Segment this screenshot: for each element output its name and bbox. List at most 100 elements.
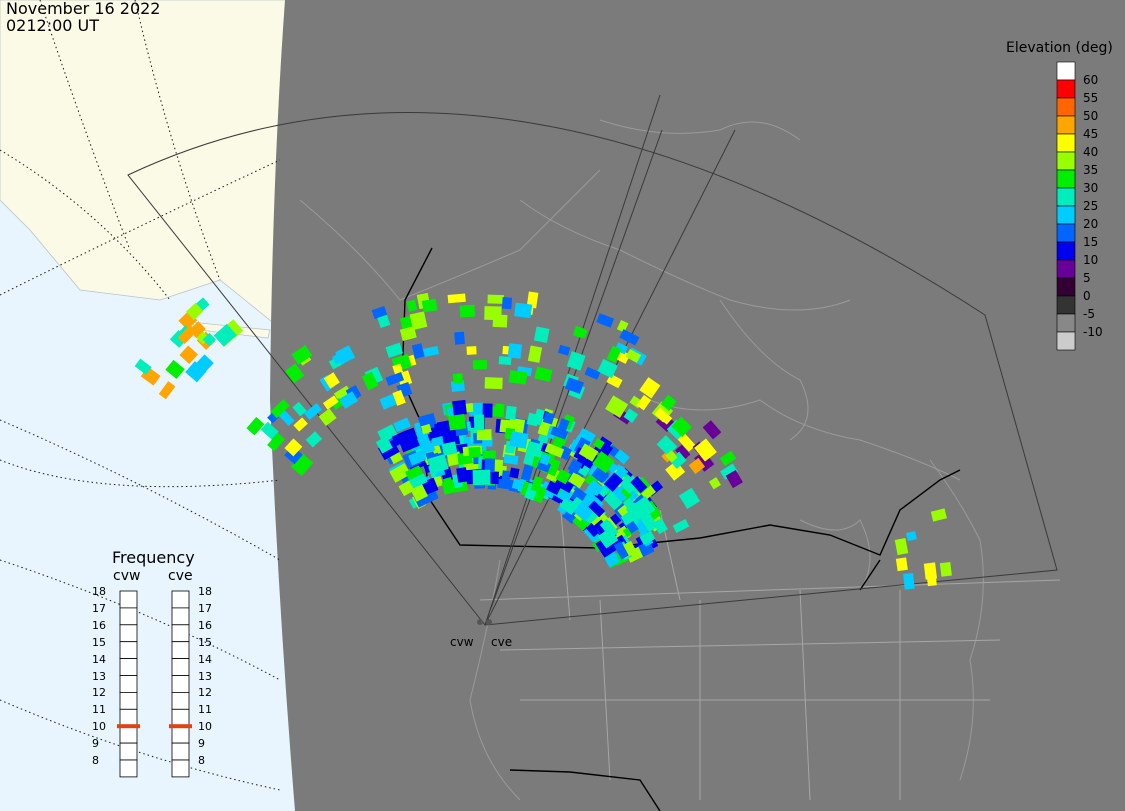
- backscatter-cell: [593, 436, 613, 456]
- backscatter-cell: [484, 458, 495, 473]
- backscatter-cell: [484, 377, 503, 390]
- backscatter-cell: [530, 475, 544, 493]
- backscatter-cell: [371, 306, 388, 320]
- backscatter-cell: [441, 428, 461, 447]
- backscatter-cell: [459, 304, 476, 318]
- colorbar-tick-label: 45: [1083, 127, 1099, 141]
- backscatter-cell: [725, 469, 743, 489]
- frequency-gauge-cell: [119, 708, 138, 727]
- colorbar-tick-label: -10: [1083, 325, 1103, 339]
- cve-gauge-label: cve: [168, 568, 193, 584]
- backscatter-cell: [557, 344, 571, 356]
- frequency-tick-label: 12: [92, 686, 106, 700]
- backscatter-cell: [339, 391, 359, 409]
- frequency-tick-label: 18: [92, 585, 106, 598]
- backscatter-cell: [619, 329, 640, 346]
- backscatter-cell: [550, 426, 569, 440]
- frequency-tick-label: 11: [92, 703, 106, 717]
- backscatter-cell: [508, 370, 528, 385]
- backscatter-cell: [482, 403, 493, 418]
- frequency-gauge-cell: [171, 708, 190, 727]
- backscatter-cell: [411, 343, 425, 359]
- backscatter-cell: [564, 377, 584, 394]
- backscatter-cell: [694, 438, 717, 462]
- backscatter-cell: [616, 320, 629, 333]
- backscatter-cell: [284, 363, 305, 384]
- frequency-tick-label: 8: [198, 754, 205, 767]
- backscatter-cell: [419, 442, 436, 455]
- backscatter-cell: [389, 463, 411, 483]
- backscatter-cell: [503, 454, 519, 465]
- backscatter-cell: [588, 500, 606, 518]
- backscatter-cell: [652, 517, 668, 535]
- backscatter-cell: [671, 416, 692, 437]
- frequency-gauge-cell: [171, 725, 190, 744]
- colorbar-tick-label: 0: [1083, 289, 1091, 303]
- backscatter-cell: [409, 473, 428, 489]
- cve-site-marker: [486, 619, 492, 625]
- frequency-gauge-cell: [119, 624, 138, 643]
- frequency-gauge-cell: [171, 590, 190, 609]
- time-label: 0212:00 UT: [6, 16, 100, 35]
- backscatter-cell: [392, 389, 406, 406]
- backscatter-cell: [545, 480, 562, 496]
- colorbar-swatch: [1056, 97, 1076, 117]
- backscatter-cell: [596, 313, 615, 328]
- backscatter-cell: [398, 480, 415, 497]
- frequency-tick-label: 17: [92, 601, 106, 615]
- colorbar-swatch: [1056, 169, 1076, 189]
- frequency-title: Frequency: [112, 548, 195, 567]
- backscatter-cell: [625, 348, 642, 363]
- frequency-gauge-cell: [119, 742, 138, 761]
- frequency-gauge-cell: [119, 607, 138, 626]
- colorbar-tick-label: 20: [1083, 217, 1099, 231]
- backscatter-cell: [379, 393, 398, 410]
- frequency-gauge-cell: [119, 658, 138, 676]
- backscatter-cell: [408, 449, 427, 466]
- state-boundaries: [479, 499, 1061, 801]
- backscatter-cell: [586, 479, 604, 497]
- frequency-tick-label: 9: [92, 737, 99, 751]
- colorbar-tick-label: 30: [1083, 181, 1099, 195]
- backscatter-cell: [678, 487, 701, 510]
- backscatter-cell: [605, 395, 629, 418]
- backscatter-cell: [406, 299, 418, 312]
- colorbar-title: Elevation (deg): [1006, 40, 1113, 56]
- backscatter-cell: [688, 457, 706, 475]
- elevation-colorbar: [1056, 61, 1076, 351]
- backscatter-cell: [454, 331, 465, 345]
- backscatter-cell: [177, 324, 197, 345]
- backscatter-cell: [385, 372, 405, 386]
- backscatter-cell: [330, 398, 344, 411]
- backscatter-cells: [134, 291, 952, 590]
- backscatter-cell: [596, 484, 610, 498]
- frequency-tick-label: 13: [198, 669, 212, 683]
- backscatter-cell: [361, 371, 379, 391]
- frequency-tick-label: 14: [198, 652, 212, 666]
- colorbar-tick-label: 40: [1083, 145, 1099, 159]
- backscatter-cell: [514, 302, 533, 319]
- backscatter-cell: [639, 530, 656, 546]
- colorbar-swatch: [1056, 277, 1076, 297]
- backscatter-cell: [322, 395, 339, 410]
- backscatter-cell: [520, 464, 534, 482]
- backscatter-cell: [468, 446, 481, 458]
- backscatter-cell: [399, 326, 417, 342]
- backscatter-cell: [447, 413, 467, 431]
- backscatter-cell: [567, 458, 583, 475]
- backscatter-cell: [568, 471, 586, 489]
- backscatter-cell: [640, 484, 656, 500]
- backscatter-cell: [377, 314, 391, 329]
- cvw-frequency-indicator: [117, 724, 140, 729]
- frequency-tick-label: 16: [92, 618, 106, 632]
- colorbar-tick-label: 5: [1083, 271, 1091, 285]
- backscatter-cell: [509, 431, 529, 449]
- frequency-gauges: [117, 590, 192, 778]
- frequency-gauge-cell: [119, 692, 138, 710]
- frequency-gauge-cell: [171, 675, 190, 693]
- backscatter-cell: [669, 451, 687, 469]
- backscatter-cell: [719, 450, 737, 467]
- backscatter-cell: [599, 518, 615, 535]
- backscatter-cell: [539, 453, 551, 466]
